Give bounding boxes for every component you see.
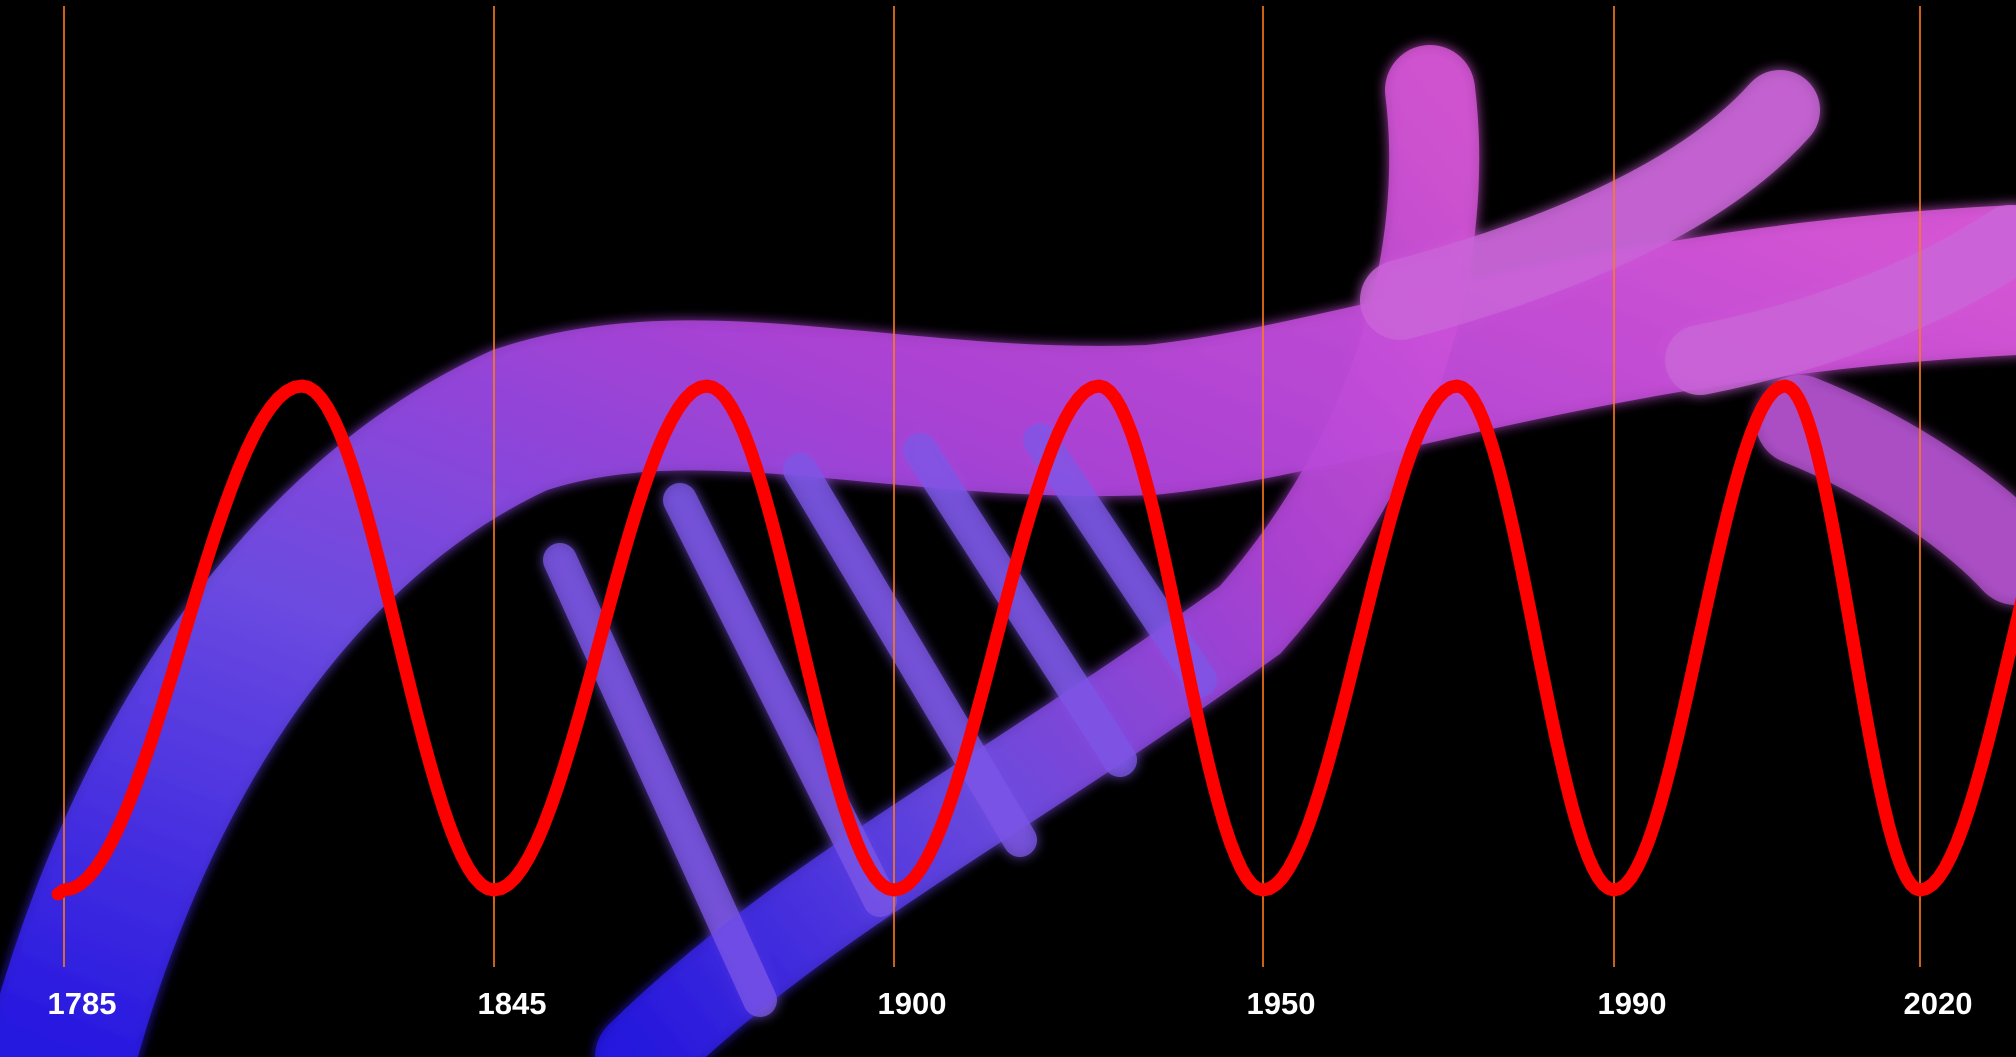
dna-helix — [0, 45, 2016, 1057]
year-label: 1950 — [1247, 986, 1316, 1021]
year-label: 1990 — [1598, 986, 1667, 1021]
year-label: 2020 — [1904, 986, 1973, 1021]
year-label: 1900 — [878, 986, 947, 1021]
long-wave — [51, 379, 2016, 901]
year-label: 1845 — [478, 986, 547, 1021]
year-label: 1785 — [48, 986, 117, 1021]
